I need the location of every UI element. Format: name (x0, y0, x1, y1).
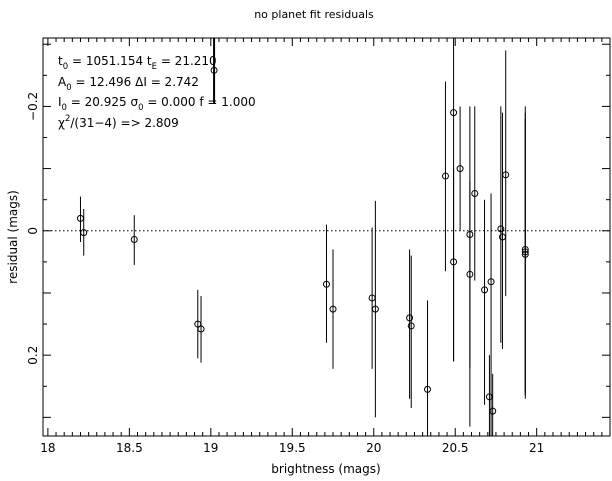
param-line-I0-sigma-f: I0 = 20.925 σ0 = 0.000 f = 1.000 (58, 95, 256, 113)
data-point (406, 314, 414, 322)
axis-ticks (43, 38, 611, 436)
data-point (130, 235, 138, 243)
data-point (481, 286, 489, 294)
y-tick-label: 0 (26, 227, 40, 235)
data-point (498, 233, 506, 241)
data-point (521, 248, 529, 256)
data-point (329, 305, 337, 313)
data-point (502, 171, 510, 179)
x-axis-label: brightness (mags) (271, 462, 380, 476)
y-tick-labels: −0.2 0 0.2 (26, 92, 40, 365)
fit-parameters-annotation: t0 = 1051.154 tE = 21.210 A0 = 12.496 ΔI… (58, 54, 256, 130)
data-point (407, 322, 415, 330)
x-tick-label: 20.5 (442, 441, 469, 455)
data-point (489, 407, 497, 415)
data-point (521, 245, 529, 253)
data-point (424, 385, 432, 393)
data-point (194, 320, 202, 328)
data-point (371, 305, 379, 313)
data-point (497, 225, 505, 233)
x-tick-label: 18 (40, 441, 55, 455)
plot-frame (42, 37, 611, 437)
data-point (487, 278, 495, 286)
x-tick-label: 20 (366, 441, 381, 455)
chart-title: no planet fit residuals (254, 8, 374, 21)
param-line-t0-tE: t0 = 1051.154 tE = 21.210 (58, 54, 217, 72)
data-point (210, 66, 218, 74)
data-point (521, 250, 529, 258)
y-tick-label: −0.2 (26, 92, 40, 121)
data-point (485, 393, 493, 401)
data-points (76, 66, 529, 415)
param-line-A0-dI: A0 = 12.496 ΔI = 2.742 (58, 75, 199, 93)
data-point (197, 325, 205, 333)
data-point (76, 214, 84, 222)
y-axis-label: residual (mags) (6, 190, 20, 284)
data-point (450, 258, 458, 266)
x-tick-label: 21 (529, 441, 544, 455)
data-point (450, 109, 458, 117)
data-point (80, 229, 88, 237)
x-tick-label: 18.5 (116, 441, 143, 455)
x-tick-label: 19.5 (279, 441, 306, 455)
error-bars (79, 38, 526, 436)
data-point (323, 280, 330, 288)
x-tick-label: 19 (203, 441, 218, 455)
data-point (466, 231, 474, 239)
data-point (471, 189, 479, 197)
y-tick-label: 0.2 (26, 346, 40, 365)
x-tick-labels: 18 18.5 19 19.5 20 20.5 21 (40, 441, 544, 455)
param-line-chi2: χ2/(31−4) => 2.809 (58, 114, 179, 130)
data-point (456, 165, 464, 173)
data-point (441, 172, 449, 180)
data-point (368, 294, 376, 302)
data-point (466, 270, 474, 278)
